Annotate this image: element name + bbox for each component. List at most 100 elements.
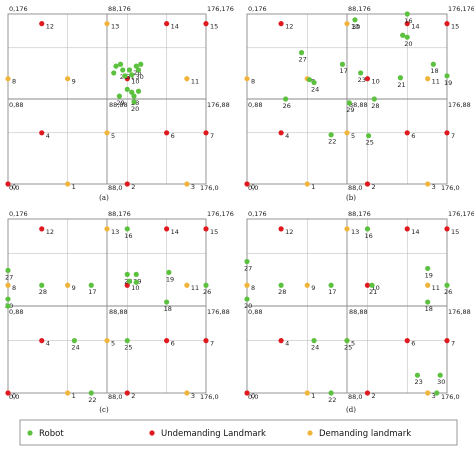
undemanding-landmark-6 [404, 338, 410, 344]
landmark-label: 12 [285, 228, 293, 236]
landmark-label: 1 [311, 392, 315, 400]
undemanding-landmark-2 [124, 181, 130, 187]
undemanding-landmark-2 [364, 390, 371, 396]
landmark-label: 8 [251, 284, 255, 292]
undemanding-landmark-14 [404, 226, 410, 232]
landmark-label: 4 [46, 340, 50, 348]
robot-30 [135, 67, 142, 73]
demanding-landmark-11 [184, 282, 190, 288]
robot-label: 17 [88, 288, 96, 296]
demanding-landmark-13 [104, 226, 110, 232]
robot-label: 30 [352, 23, 360, 31]
undemanding-landmark-12 [278, 226, 284, 232]
landmark-label: 12 [46, 228, 54, 236]
robot-label: 20 [131, 105, 139, 113]
robot-26 [203, 282, 209, 288]
landmark-label: 15 [451, 228, 459, 236]
robot [122, 73, 128, 79]
landmark-label: 2 [371, 392, 375, 400]
robot-22 [328, 132, 334, 138]
legend: Robot Undemanding Landmark Demanding lan… [19, 419, 458, 446]
landmark-label: 2 [131, 392, 135, 400]
undemanding-landmark-4 [278, 338, 284, 344]
robot-22 [88, 390, 94, 396]
robot-label: 26 [283, 102, 291, 110]
landmark-label: 3 [432, 392, 436, 400]
undemanding-landmark-10 [124, 282, 130, 288]
robot-label: 25 [344, 344, 352, 352]
robot-label: 18 [164, 305, 172, 313]
corner-label: 88,0 [348, 393, 362, 401]
undemanding-landmark-0 [244, 181, 250, 187]
landmark-label: 11 [191, 284, 199, 292]
landmark-label: 5 [351, 132, 355, 140]
robot-20 [131, 99, 137, 105]
robot-label: 30 [136, 73, 144, 81]
robot [400, 32, 406, 38]
demanding-landmark-8 [244, 282, 250, 288]
undemanding-landmark-14 [164, 226, 170, 232]
robot-label: 26 [203, 288, 211, 296]
corner-label: 176,0 [200, 184, 219, 192]
robot [133, 279, 139, 285]
landmark-label: 10 [371, 284, 379, 292]
landmark-label: 0 [12, 183, 16, 191]
undemanding-landmark-14 [164, 21, 170, 27]
robot-20 [244, 296, 250, 302]
demanding-landmark-11 [425, 76, 431, 82]
landmark-label: 3 [191, 183, 195, 191]
robot-label: 21 [369, 288, 377, 296]
robot [126, 278, 133, 284]
landmark-label: 8 [251, 78, 255, 86]
robot [124, 86, 130, 92]
corner-label: 176,88 [207, 308, 230, 316]
legend-label-robot: Robot [39, 429, 64, 439]
robot-label: 20 [404, 40, 412, 48]
landmark-label: 13 [111, 228, 119, 236]
corner-label: 0,0 [248, 184, 258, 192]
robot-29 [133, 271, 139, 277]
robot-29 [346, 100, 352, 106]
demanding-landmark-5 [344, 130, 350, 136]
landmark-label: 7 [210, 132, 214, 140]
landmark-label: 6 [411, 340, 415, 348]
robot-27 [298, 50, 305, 56]
robot-31 [126, 67, 133, 73]
panel-3: 0,176 88,176 176,176 0,88 88,88 176,88 0,0 88,0… [5, 210, 234, 414]
undemanding-landmark-2 [124, 390, 130, 396]
robot-label: 18 [425, 305, 433, 313]
robot-label: 27 [5, 273, 13, 281]
robot-label: 24 [311, 344, 319, 352]
demanding-landmark-1 [65, 390, 71, 396]
undemanding-landmark-4 [39, 338, 45, 344]
landmark-label: 11 [191, 78, 199, 86]
landmark-label: 14 [411, 228, 419, 236]
demanding-landmark-3 [425, 390, 431, 396]
legend-box [19, 419, 458, 446]
robot-label: 22 [88, 396, 96, 404]
robot-label: 24 [71, 344, 79, 352]
robot-28 [278, 282, 284, 288]
robot-29 [116, 93, 122, 99]
landmark-label: 14 [411, 23, 419, 31]
landmark-label: 11 [432, 284, 440, 292]
undemanding-landmark-10 [364, 76, 371, 82]
panel-2: 0,176 88,176 176,176 0,88 88,88 176,88 0,0 88,0… [244, 5, 474, 202]
landmark-label: 6 [171, 132, 175, 140]
plot-frame [7, 13, 207, 185]
landmark-label: 0 [12, 392, 16, 400]
corner-label: 0,88 [248, 308, 262, 316]
corner-label: 0,176 [9, 210, 28, 218]
landmark-label: 5 [111, 132, 115, 140]
robot-26 [444, 282, 450, 288]
robot-17 [328, 282, 334, 288]
landmark-label: 1 [72, 392, 76, 400]
landmark-label: 7 [451, 340, 455, 348]
landmark-label: 3 [432, 183, 436, 191]
robot-21 [120, 67, 126, 73]
panel-caption: (c) [99, 406, 109, 414]
landmark-label: 0 [251, 392, 255, 400]
undemanding-landmark-2 [364, 181, 371, 187]
robot-17 [339, 61, 346, 67]
corner-label: 88,88 [349, 101, 368, 109]
